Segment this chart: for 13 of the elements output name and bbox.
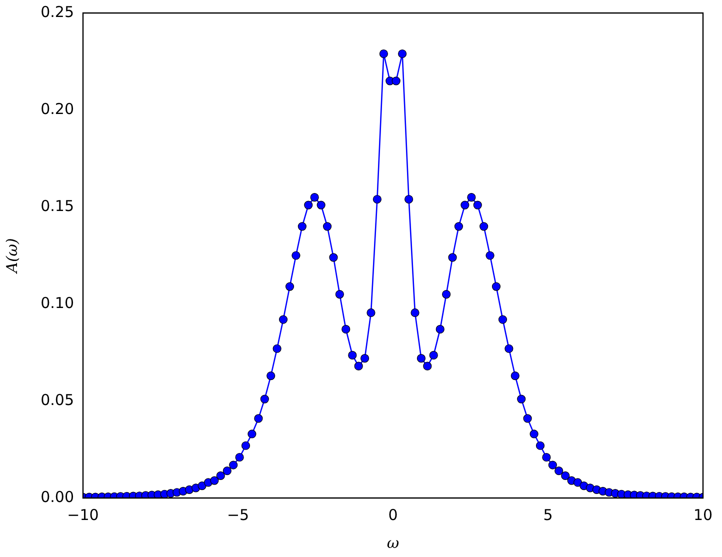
y-tick-label: 0.15 [40, 196, 74, 215]
x-tick-label: −5 [226, 506, 250, 524]
y-axis-title: A(ω) [2, 238, 21, 275]
x-tick-label: 0 [388, 506, 398, 524]
y-tick-label: 0.05 [40, 390, 74, 409]
y-tick-label: 0.20 [40, 100, 74, 118]
x-tick-label: 10 [693, 506, 713, 524]
x-tick-label: 5 [543, 506, 553, 524]
y-tick-label: 0.25 [40, 2, 74, 21]
y-tick-label: 0.00 [40, 488, 74, 506]
x-tick-label: −10 [67, 506, 99, 524]
x-axis-title: ω [386, 534, 400, 552]
y-tick-label: 0.10 [40, 294, 74, 312]
